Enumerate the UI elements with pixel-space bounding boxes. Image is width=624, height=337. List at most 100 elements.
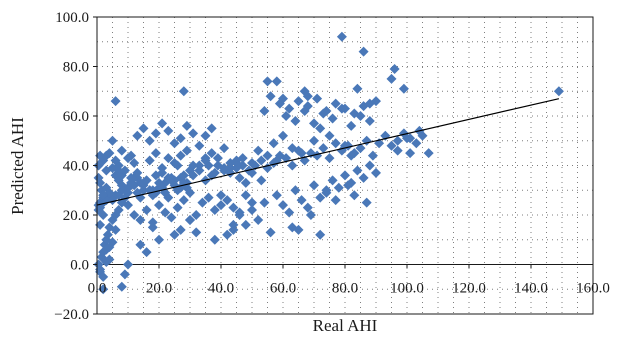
data-point: [231, 162, 242, 173]
data-point: [284, 103, 295, 114]
data-point: [240, 177, 251, 188]
x-tick-label: 0.0: [88, 281, 107, 297]
data-point: [163, 125, 174, 136]
trendline: [96, 98, 560, 206]
data-point: [203, 160, 214, 171]
data-point: [349, 190, 360, 201]
data-point: [349, 108, 360, 119]
data-point: [305, 210, 316, 220]
data-point: [222, 195, 233, 206]
data-point: [386, 140, 397, 151]
data-point: [343, 180, 354, 191]
data-point: [302, 202, 313, 213]
data-point: [129, 158, 140, 169]
data-point: [315, 192, 326, 203]
x-tick-label: 60.0: [270, 281, 296, 297]
data-point: [262, 76, 273, 87]
y-tick-label: 40.0: [63, 159, 89, 175]
data-point: [361, 197, 372, 208]
data-point: [157, 118, 168, 129]
data-point: [163, 153, 174, 164]
data-point: [290, 115, 301, 126]
data-point: [324, 153, 335, 164]
data-point: [278, 200, 288, 211]
data-point: [129, 210, 140, 220]
data-point: [265, 91, 276, 102]
data-point: [219, 162, 230, 173]
plot-border: [96, 16, 594, 315]
data-point: [172, 202, 183, 213]
data-point: [169, 229, 180, 240]
data-point: [188, 170, 199, 181]
data-point: [123, 259, 133, 270]
data-point: [259, 197, 270, 208]
grid-layer: [97, 17, 593, 314]
data-point: [95, 177, 106, 188]
data-point: [340, 170, 350, 181]
data-point: [333, 182, 344, 193]
data-point: [169, 158, 180, 169]
data-point: [271, 76, 282, 87]
data-point: [237, 153, 248, 164]
data-point: [110, 96, 121, 107]
data-point: [411, 138, 422, 149]
data-point: [302, 101, 313, 112]
data-point: [417, 130, 428, 141]
data-point: [309, 180, 319, 191]
data-point: [141, 175, 152, 186]
data-point: [321, 185, 332, 196]
data-point: [154, 200, 164, 211]
data-point: [327, 113, 338, 124]
y-tick-label: 0.0: [70, 258, 89, 274]
data-point: [256, 175, 267, 186]
data-point: [247, 205, 257, 216]
data-point: [98, 190, 109, 201]
x-tick-label: 100.0: [390, 281, 424, 297]
data-point: [247, 197, 257, 208]
data-point: [104, 242, 115, 253]
data-point: [240, 190, 251, 201]
data-point: [209, 234, 220, 245]
x-tick-label: 40.0: [208, 281, 234, 297]
data-point: [98, 271, 109, 282]
data-point: [212, 153, 223, 164]
data-point: [160, 207, 171, 218]
data-point: [119, 165, 130, 176]
data-point: [392, 135, 403, 146]
data-point: [240, 219, 251, 230]
data-point: [123, 153, 133, 164]
data-point: [340, 103, 350, 114]
data-point: [278, 130, 288, 141]
y-tick-label: 60.0: [63, 109, 89, 125]
data-point: [178, 86, 189, 97]
data-point: [265, 227, 276, 238]
data-point: [98, 284, 109, 295]
data-point: [287, 160, 298, 171]
data-point: [175, 133, 186, 144]
x-tick-label: 20.0: [146, 281, 172, 297]
data-point: [175, 224, 186, 235]
data-point: [330, 138, 341, 149]
data-point: [367, 150, 378, 161]
data-point: [169, 138, 180, 149]
data-point: [355, 143, 366, 154]
data-point: [107, 135, 118, 146]
data-point: [274, 98, 285, 109]
data-point: [144, 155, 155, 166]
data-point: [203, 192, 214, 203]
data-point: [234, 172, 245, 183]
x-tick-label: 140.0: [514, 281, 548, 297]
data-point: [172, 185, 183, 196]
data-point: [110, 155, 121, 166]
data-point: [293, 224, 304, 235]
data-point: [154, 234, 164, 245]
data-point: [126, 172, 137, 183]
data-point: [553, 86, 564, 97]
data-point: [312, 150, 323, 161]
data-point: [262, 150, 273, 161]
data-point: [222, 229, 233, 240]
data-point: [150, 148, 161, 159]
data-point: [253, 145, 264, 156]
data-point: [181, 120, 192, 131]
data-point: [185, 187, 195, 198]
